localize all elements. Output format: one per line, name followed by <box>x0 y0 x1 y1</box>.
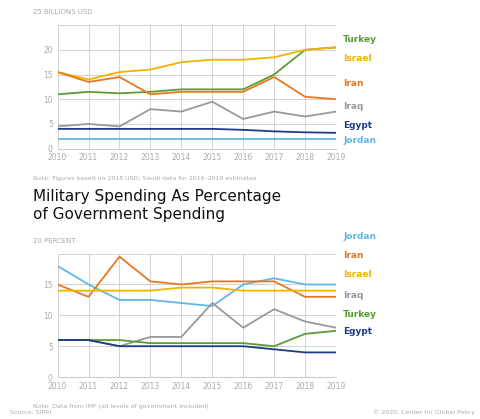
Text: © 2020, Center for Global Policy: © 2020, Center for Global Policy <box>373 409 475 415</box>
Text: 20 PERCENT: 20 PERCENT <box>33 238 75 244</box>
Text: Iran: Iran <box>343 251 364 260</box>
Text: 25 BILLIONS USD: 25 BILLIONS USD <box>33 9 92 15</box>
Text: Israel: Israel <box>343 54 372 63</box>
Text: Egypt: Egypt <box>343 326 372 336</box>
Text: Note: Data from IMF (all levels of government included): Note: Data from IMF (all levels of gover… <box>33 404 208 409</box>
Text: Military Spending As Percentage
of Government Spending: Military Spending As Percentage of Gover… <box>33 189 281 222</box>
Text: Iran: Iran <box>343 79 364 88</box>
Text: Israel: Israel <box>343 270 372 279</box>
Text: Note: Figures based on 2018 USD; Saudi data for 2016–2019 estimates: Note: Figures based on 2018 USD; Saudi d… <box>33 176 256 181</box>
Text: Egypt: Egypt <box>343 121 372 130</box>
Text: Jordan: Jordan <box>343 136 376 145</box>
Text: Jordan: Jordan <box>343 232 376 241</box>
Text: Turkey: Turkey <box>343 310 377 319</box>
Text: Source: SIPRI: Source: SIPRI <box>10 410 51 415</box>
Text: Turkey: Turkey <box>343 35 377 44</box>
Text: Iraq: Iraq <box>343 102 363 111</box>
Text: Iraq: Iraq <box>343 291 363 300</box>
